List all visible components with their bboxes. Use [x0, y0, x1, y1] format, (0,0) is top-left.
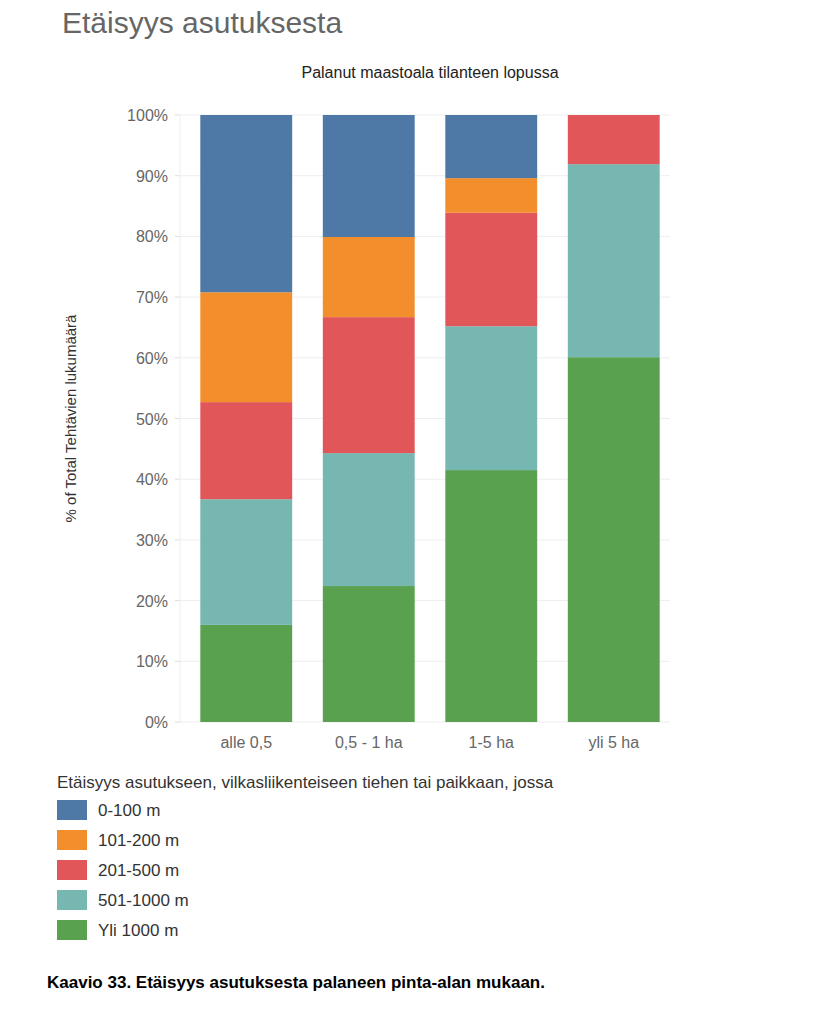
legend-label: 501-1000 m	[98, 891, 189, 910]
legend-swatch	[57, 800, 87, 820]
legend-title: Etäisyys asutukseen, vilkasliikenteiseen…	[57, 773, 554, 792]
bar-segment	[200, 625, 292, 722]
tick-label: 10%	[136, 653, 168, 670]
bar-segment	[200, 499, 292, 625]
y-axis-label: % of Total Tehtävien lukumäärä	[62, 314, 79, 523]
bars	[200, 115, 659, 722]
tick-label: 50%	[136, 411, 168, 428]
bar-segment	[568, 357, 660, 722]
legend-swatch	[57, 860, 87, 880]
tick-label: 0%	[145, 714, 168, 731]
bar-segment	[323, 317, 415, 453]
bar-segment	[200, 115, 292, 292]
bar-segment	[200, 292, 292, 402]
bar-segment	[200, 402, 292, 499]
tick-label: 20%	[136, 593, 168, 610]
y-axis-line	[180, 115, 181, 722]
chart: Etäisyys asutuksesta Palanut maastoala ti…	[0, 0, 823, 1009]
title: Etäisyys asutuksesta	[62, 6, 342, 39]
bar-segment	[323, 115, 415, 237]
legend-swatch	[57, 890, 87, 910]
category-label: alle 0,5	[220, 734, 272, 751]
legend-label: 0-100 m	[98, 801, 160, 820]
tick-label: 60%	[136, 350, 168, 367]
tick-mark	[175, 600, 180, 601]
tick-mark	[175, 479, 180, 480]
tick-label: 70%	[136, 289, 168, 306]
category-label: yli 5 ha	[588, 734, 639, 751]
bar-segment	[323, 586, 415, 722]
bar-segment	[445, 470, 537, 722]
caption: Kaavio 33. Etäisyys asutuksesta palaneen…	[47, 973, 545, 992]
legend-label: Yli 1000 m	[98, 921, 178, 940]
bar-segment	[568, 164, 660, 357]
tick-mark	[175, 236, 180, 237]
bar-segment	[445, 326, 537, 470]
tick-mark	[175, 297, 180, 298]
tick-mark	[175, 357, 180, 358]
category-label: 1-5 ha	[469, 734, 514, 751]
tick-label: 90%	[136, 168, 168, 185]
bar-segment	[445, 115, 537, 178]
bar-segment	[323, 453, 415, 586]
subtitle: Palanut maastoala tilanteen lopussa	[301, 64, 558, 81]
grid	[180, 115, 670, 722]
bar-segment	[568, 115, 660, 116]
legend-swatch	[57, 830, 87, 850]
legend-swatch	[57, 920, 87, 940]
y-ticks: 0% 10% 20% 30% 40% 50% 60% 70% 80% 90% 100%	[127, 107, 180, 731]
bar-segment	[323, 237, 415, 317]
tick-label: 30%	[136, 532, 168, 549]
bar-segment	[568, 115, 660, 116]
legend-label: 201-500 m	[98, 861, 179, 880]
tick-label: 80%	[136, 228, 168, 245]
tick-mark	[175, 539, 180, 540]
bar-segment	[445, 178, 537, 213]
tick-mark	[175, 661, 180, 662]
tick-mark	[175, 115, 180, 116]
tick-label: 40%	[136, 471, 168, 488]
tick-mark	[175, 722, 180, 723]
bar-segment	[445, 213, 537, 327]
tick-label: 100%	[127, 107, 168, 124]
category-label: 0,5 - 1 ha	[335, 734, 403, 751]
tick-mark	[175, 418, 180, 419]
legend-label: 101-200 m	[98, 831, 179, 850]
tick-mark	[175, 175, 180, 176]
bar-segment	[568, 115, 660, 164]
legend: Etäisyys asutukseen, vilkasliikenteiseen…	[57, 773, 554, 940]
